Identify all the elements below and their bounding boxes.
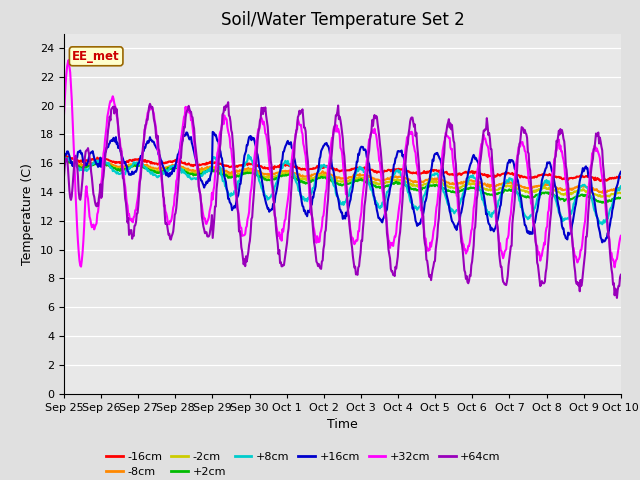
Y-axis label: Temperature (C): Temperature (C): [22, 163, 35, 264]
X-axis label: Time: Time: [327, 418, 358, 431]
Legend: -16cm, -8cm, -2cm, +2cm, +8cm, +16cm, +32cm, +64cm: -16cm, -8cm, -2cm, +2cm, +8cm, +16cm, +3…: [102, 447, 505, 480]
Text: EE_met: EE_met: [72, 50, 120, 63]
Title: Soil/Water Temperature Set 2: Soil/Water Temperature Set 2: [221, 11, 464, 29]
